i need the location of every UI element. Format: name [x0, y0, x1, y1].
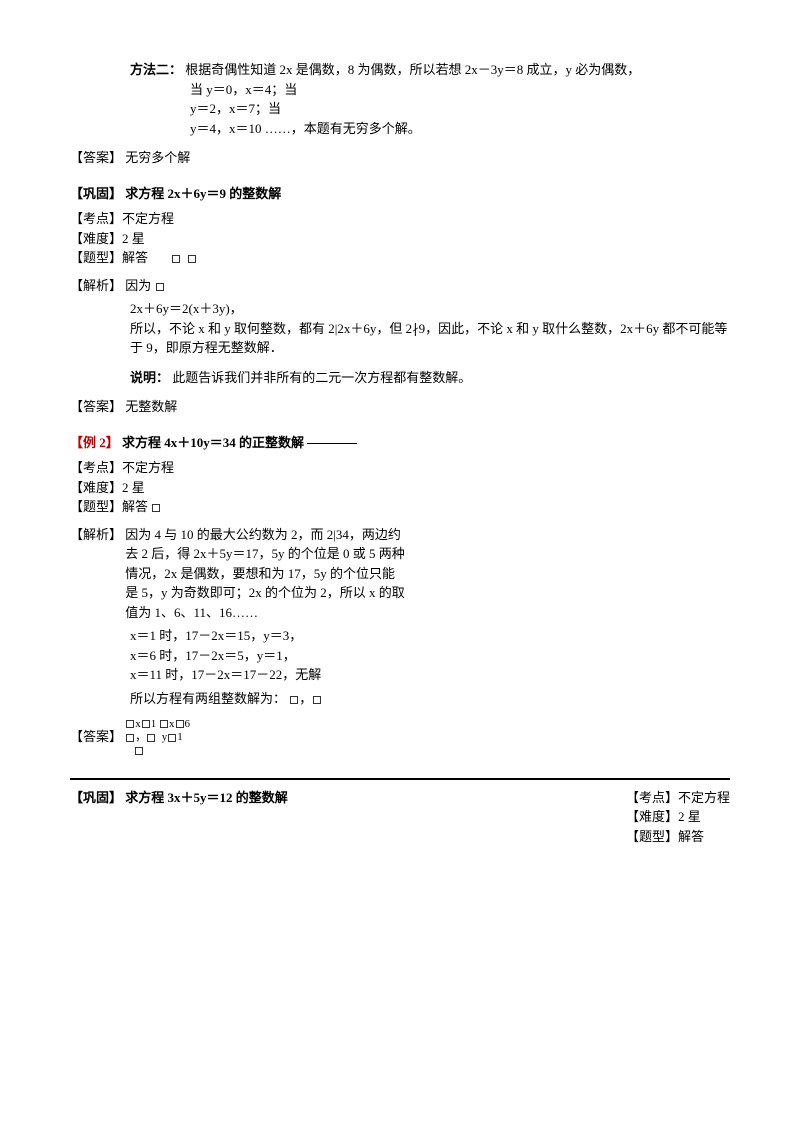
- nandu: 2 星: [122, 480, 145, 495]
- title-text: 求方程 3x＋5y＝12 的整数解: [125, 790, 288, 805]
- answer-tag: 【答案】: [70, 729, 122, 744]
- case-line: y＝2，x＝7；当: [190, 99, 730, 119]
- block-3: 【例 2】 求方程 4x＋10y＝34 的正整数解 【考点】不定方程 【难度】2…: [70, 433, 730, 758]
- nandu-tag: 【难度】: [70, 231, 122, 246]
- note: 说明： 此题告诉我们并非所有的二元一次方程都有整数解。: [130, 368, 730, 388]
- problem-title: 【巩固】 求方程 3x＋5y＝12 的整数解: [70, 788, 288, 847]
- jiexi-line: 所以，不论 x 和 y 取何整数，都有 2|2x＋6y，但 2∤9，因此，不论 …: [130, 319, 730, 358]
- answer-line: 【答案】 无整数解: [70, 397, 730, 417]
- case-line: 当 y＝0，x＝4；当: [190, 80, 730, 100]
- meta-block: 【考点】不定方程 【难度】2 星 【题型】解答: [70, 458, 730, 517]
- answer-tag: 【答案】: [70, 399, 122, 414]
- section-divider: [70, 778, 730, 780]
- answer-sets: x1 x6 ， y1: [125, 718, 190, 758]
- tixing: 解答: [678, 829, 704, 844]
- answer-line: 【答案】 无穷多个解: [70, 148, 730, 168]
- block-1: 方法二： 根据奇偶性知道 2x 是偶数，8 为偶数，所以若想 2x－3y＝8 成…: [70, 60, 730, 168]
- note-label: 说明：: [130, 370, 169, 385]
- jiexi-tag: 【解析】: [70, 278, 122, 293]
- conclusion: 所以方程有两组整数解为： ，: [130, 689, 730, 709]
- meta-block: 【考点】不定方程 【难度】2 星 【题型】解答: [70, 209, 730, 268]
- method-label: 方法二：: [130, 62, 182, 77]
- jiexi-intro: 因为: [125, 278, 151, 293]
- tixing-tag: 【题型】: [70, 250, 122, 265]
- answer-line: 【答案】 x1 x6 ， y1: [70, 718, 730, 758]
- meta-right: 【考点】不定方程 【难度】2 星 【题型】解答: [626, 788, 730, 847]
- problem-title: 【巩固】 求方程 2x＋6y＝9 的整数解: [70, 184, 730, 204]
- nandu-tag: 【难度】: [70, 480, 122, 495]
- case-line: x＝6 时，17－2x＝5，y＝1，: [130, 646, 730, 666]
- nandu-tag: 【难度】: [626, 809, 678, 824]
- nandu: 2 星: [678, 809, 701, 824]
- title-text: 求方程 4x＋10y＝34 的正整数解: [122, 435, 304, 450]
- kaodian-tag: 【考点】: [70, 460, 122, 475]
- answer-text: 无整数解: [125, 399, 177, 414]
- block-2: 【巩固】 求方程 2x＋6y＝9 的整数解 【考点】不定方程 【难度】2 星 【…: [70, 184, 730, 417]
- case-line: x＝11 时，17－2x＝17－22，无解: [130, 665, 730, 685]
- answer-tag: 【答案】: [70, 150, 122, 165]
- block-4: 【巩固】 求方程 3x＋5y＝12 的整数解 【考点】不定方程 【难度】2 星 …: [70, 788, 730, 847]
- title-tag: 【巩固】: [70, 790, 122, 805]
- tixing-tag: 【题型】: [626, 829, 678, 844]
- kaodian-tag: 【考点】: [626, 790, 678, 805]
- kaodian: 不定方程: [122, 211, 174, 226]
- title-text: 求方程 2x＋6y＝9 的整数解: [125, 186, 281, 201]
- tixing-tag: 【题型】: [70, 499, 122, 514]
- method-text: 根据奇偶性知道 2x 是偶数，8 为偶数，所以若想 2x－3y＝8 成立，y 必…: [185, 62, 640, 77]
- note-text: 此题告诉我们并非所有的二元一次方程都有整数解。: [172, 370, 471, 385]
- method-two: 方法二： 根据奇偶性知道 2x 是偶数，8 为偶数，所以若想 2x－3y＝8 成…: [130, 60, 730, 80]
- answer-text: 无穷多个解: [125, 150, 190, 165]
- jiexi-tag: 【解析】: [70, 527, 122, 542]
- analysis-body: 2x＋6y＝2(x＋3y)， 所以，不论 x 和 y 取何整数，都有 2|2x＋…: [130, 299, 730, 387]
- tixing: 解答: [122, 499, 148, 514]
- kaodian: 不定方程: [122, 460, 174, 475]
- problem-title: 【例 2】 求方程 4x＋10y＝34 的正整数解: [70, 433, 730, 453]
- case-line: y＝4，x＝10 ……，本题有无穷多个解。: [190, 119, 730, 139]
- kaodian: 不定方程: [678, 790, 730, 805]
- jiexi-text: 因为 4 与 10 的最大公约数为 2，而 2|34，两边约去 2 后，得 2x…: [125, 525, 405, 623]
- analysis: 【解析】 因为 4 与 10 的最大公约数为 2，而 2|34，两边约去 2 后…: [70, 525, 730, 709]
- title-tag: 【例 2】: [70, 435, 119, 450]
- cases-list: 当 y＝0，x＝4；当 y＝2，x＝7；当 y＝4，x＝10 ……，本题有无穷多…: [190, 80, 730, 139]
- nandu: 2 星: [122, 231, 145, 246]
- analysis: 【解析】 因为 2x＋6y＝2(x＋3y)， 所以，不论 x 和 y 取何整数，…: [70, 276, 730, 388]
- jiexi-line: 2x＋6y＝2(x＋3y)，: [130, 299, 730, 319]
- tixing: 解答: [122, 250, 148, 265]
- title-tag: 【巩固】: [70, 186, 122, 201]
- case-line: x＝1 时，17－2x＝15，y＝3，: [130, 626, 730, 646]
- analysis-cases: x＝1 时，17－2x＝15，y＝3， x＝6 时，17－2x＝5，y＝1， x…: [130, 626, 730, 685]
- kaodian-tag: 【考点】: [70, 211, 122, 226]
